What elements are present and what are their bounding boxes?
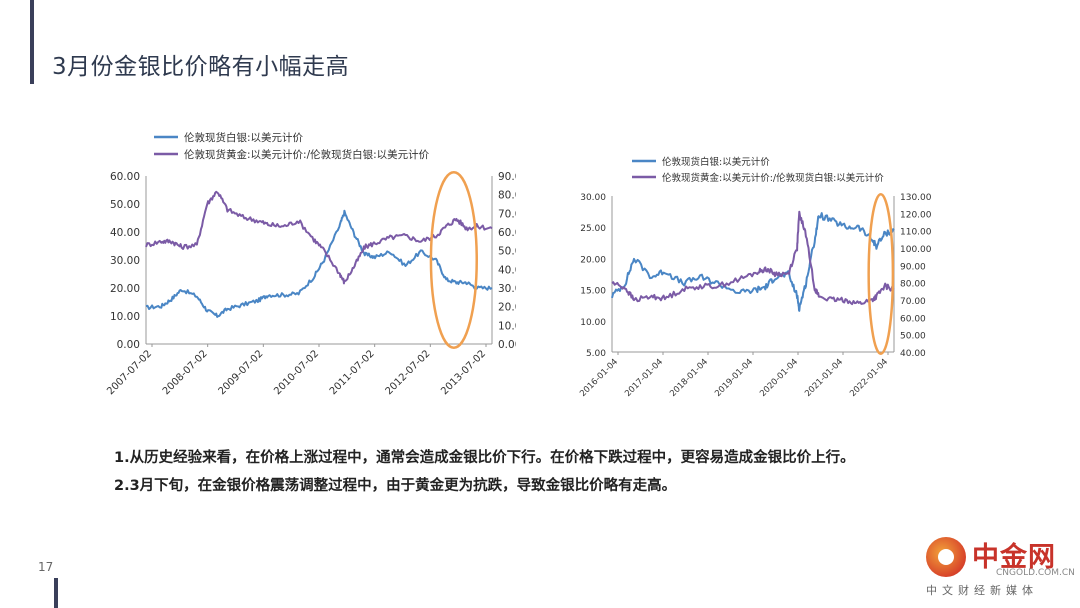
logo-name: 中金网: [972, 542, 1056, 573]
x-tick-label: 2022-01-04: [848, 357, 890, 399]
x-tick-label: 2008-07-02: [161, 348, 210, 397]
legend-label-2: 伦敦现货黄金:以美元计价:/伦敦现货白银:以美元计价: [662, 172, 884, 184]
y-left-tick-label: 0.00: [117, 339, 140, 351]
notes-block: 1.从历史经验来看，在价格上涨过程中，通常会造成金银比价下行。在价格下跌过程中，…: [114, 444, 855, 500]
y-right-tick-label: 70.00: [498, 208, 516, 220]
series-line-silver: [611, 212, 895, 312]
series-line-silver: [145, 209, 493, 318]
x-tick-label: 2016-01-04: [578, 357, 620, 399]
page-number: 17: [38, 560, 54, 574]
highlight-ellipse: [867, 193, 895, 355]
y-left-tick-label: 5.00: [586, 349, 606, 359]
y-left-tick-label: 30.00: [110, 255, 140, 267]
y-right-tick-label: 60.00: [900, 314, 926, 324]
y-right-tick-label: 110.00: [900, 228, 932, 238]
y-left-tick-label: 10.00: [580, 318, 606, 328]
footer-accent-bar: [54, 578, 58, 608]
y-right-tick-label: 30.00: [498, 283, 516, 295]
y-right-tick-label: 80.00: [498, 190, 516, 202]
legend-label-1: 伦敦现货白银:以美元计价: [184, 131, 304, 144]
y-right-tick-label: 90.00: [498, 171, 516, 183]
highlight-ellipse: [429, 171, 478, 349]
chart-gold-silver-2016-2022: 伦敦现货白银:以美元计价伦敦现货黄金:以美元计价:/伦敦现货白银:以美元计价 5.…: [572, 150, 942, 414]
x-tick-label: 2017-01-04: [623, 357, 665, 399]
y-right-tick-label: 120.00: [900, 210, 932, 220]
x-tick-label: 2018-01-04: [668, 357, 710, 399]
y-left-tick-label: 20.00: [110, 283, 140, 295]
y-right-tick-label: 50.00: [498, 246, 516, 258]
y-right-tick-label: 0.00: [498, 339, 516, 351]
logo-mark-icon: [926, 537, 966, 577]
y-left-tick-label: 10.00: [110, 311, 140, 323]
y-left-tick-label: 60.00: [110, 171, 140, 183]
note-2: 2.3月下旬，在金银价格震荡调整过程中，由于黄金更为抗跌，导致金银比价略有走高。: [114, 478, 677, 494]
x-tick-label: 2011-07-02: [328, 348, 377, 397]
y-right-tick-label: 80.00: [900, 280, 926, 290]
y-right-tick-label: 90.00: [900, 262, 926, 272]
chart-gold-silver-2007-2014: 伦敦现货白银:以美元计价伦敦现货黄金:以美元计价:/伦敦现货白银:以美元计价 0.…: [96, 126, 528, 420]
legend-label-1: 伦敦现货白银:以美元计价: [662, 156, 770, 168]
y-left-tick-label: 15.00: [580, 287, 606, 297]
y-left-tick-label: 30.00: [580, 193, 606, 203]
y-right-tick-label: 20.00: [498, 302, 516, 314]
y-right-tick-label: 60.00: [498, 227, 516, 239]
series-line-gold-silver-ratio: [145, 190, 493, 285]
y-right-tick-label: 50.00: [900, 332, 926, 342]
x-tick-label: 2009-07-02: [217, 348, 266, 397]
y-right-tick-label: 70.00: [900, 297, 926, 307]
y-right-tick-label: 100.00: [900, 245, 932, 255]
x-tick-label: 2010-07-02: [272, 348, 321, 397]
legend-label-2: 伦敦现货黄金:以美元计价:/伦敦现货白银:以美元计价: [184, 148, 430, 161]
y-left-tick-label: 50.00: [110, 199, 140, 211]
series-line-gold-silver-ratio: [611, 210, 895, 306]
y-right-tick-label: 130.00: [900, 193, 932, 203]
note-1: 1.从历史经验来看，在价格上涨过程中，通常会造成金银比价下行。在价格下跌过程中，…: [114, 450, 855, 466]
x-tick-label: 2012-07-02: [384, 348, 433, 397]
x-tick-label: 2013-07-02: [439, 348, 488, 397]
y-left-tick-label: 40.00: [110, 227, 140, 239]
logo-slogan: 中文财经新媒体: [926, 584, 1038, 597]
x-tick-label: 2021-01-04: [803, 357, 845, 399]
y-right-tick-label: 10.00: [498, 320, 516, 332]
y-right-tick-label: 40.00: [900, 349, 926, 359]
cngold-logo: 中金网 CNGOLD.COM.CN 中文财经新媒体: [912, 533, 1077, 605]
x-tick-label: 2020-01-04: [758, 357, 800, 399]
y-left-tick-label: 20.00: [580, 255, 606, 265]
x-tick-label: 2019-01-04: [713, 357, 755, 399]
page-title: 3月份金银比价略有小幅走高: [52, 54, 350, 80]
y-left-tick-label: 25.00: [580, 224, 606, 234]
title-accent-bar: [30, 0, 34, 84]
x-tick-label: 2007-07-02: [105, 348, 154, 397]
logo-url: CNGOLD.COM.CN: [996, 568, 1075, 578]
y-right-tick-label: 40.00: [498, 264, 516, 276]
